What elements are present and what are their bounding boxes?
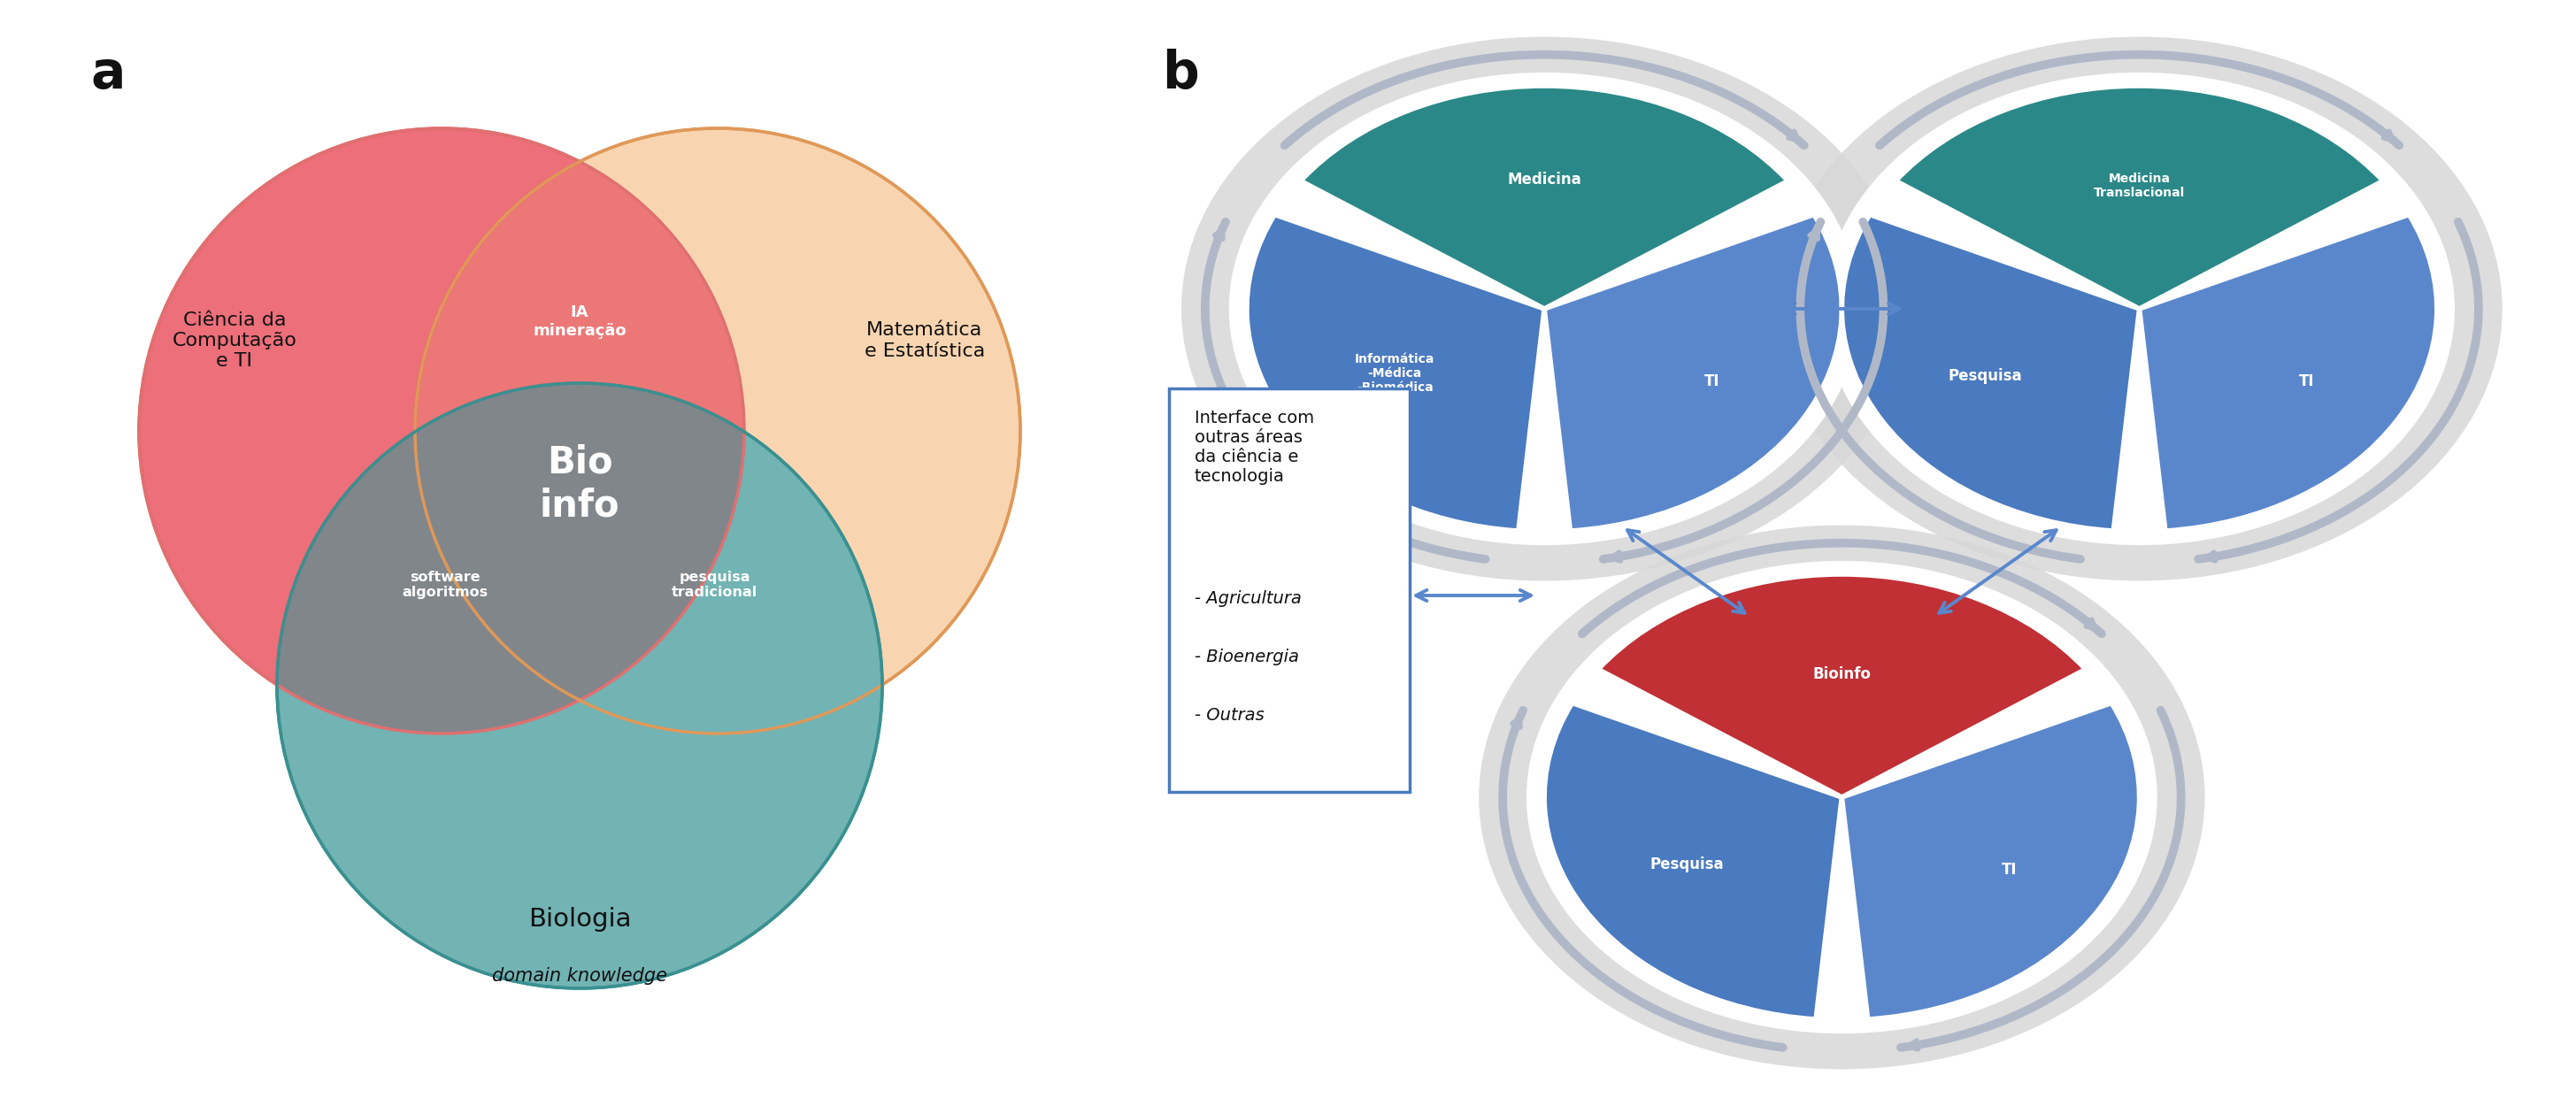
- Wedge shape: [1301, 86, 1788, 309]
- Wedge shape: [2141, 215, 2437, 531]
- Text: TI: TI: [2002, 862, 2017, 878]
- Circle shape: [139, 128, 744, 733]
- Text: Medicina
Translacional: Medicina Translacional: [2094, 173, 2184, 199]
- Wedge shape: [1896, 86, 2383, 309]
- Text: TI: TI: [2300, 374, 2316, 389]
- Circle shape: [1824, 73, 2455, 545]
- Circle shape: [415, 128, 1020, 733]
- Text: pesquisa
tradicional: pesquisa tradicional: [672, 571, 757, 599]
- Text: b: b: [1162, 49, 1198, 100]
- Text: Interface com
outras áreas
da ciência e
tecnologia: Interface com outras áreas da ciência e …: [1195, 409, 1314, 484]
- Text: Pesquisa: Pesquisa: [1947, 367, 2022, 384]
- Circle shape: [1528, 561, 2156, 1033]
- Wedge shape: [1247, 215, 1543, 531]
- Circle shape: [278, 383, 881, 989]
- Text: - Bioenergia: - Bioenergia: [1195, 648, 1298, 666]
- Text: Medicina: Medicina: [1507, 171, 1582, 187]
- FancyBboxPatch shape: [1170, 388, 1409, 792]
- Text: - Outras: - Outras: [1195, 707, 1265, 723]
- Wedge shape: [1597, 574, 2087, 797]
- Text: - Agricultura: - Agricultura: [1195, 591, 1301, 607]
- Circle shape: [278, 383, 881, 989]
- Wedge shape: [1842, 215, 2141, 531]
- Text: Bioinfo: Bioinfo: [1814, 667, 1870, 682]
- Circle shape: [139, 128, 744, 733]
- Wedge shape: [1543, 215, 1842, 531]
- Circle shape: [1479, 525, 2205, 1070]
- Wedge shape: [1546, 703, 1842, 1020]
- Circle shape: [1182, 36, 1906, 581]
- Text: TI: TI: [1705, 374, 1721, 389]
- Circle shape: [1229, 73, 1860, 545]
- Text: Ciência da
Computação
e TI: Ciência da Computação e TI: [173, 311, 296, 371]
- Text: domain knowledge: domain knowledge: [492, 967, 667, 984]
- Text: software
algoritmos: software algoritmos: [402, 571, 487, 599]
- Wedge shape: [1842, 703, 2138, 1020]
- Text: Informática
-Médica
-Biomédica: Informática -Médica -Biomédica: [1355, 353, 1435, 394]
- Text: IA
mineração: IA mineração: [533, 304, 626, 338]
- Text: Bio
info: Bio info: [538, 444, 621, 524]
- Text: Matemática
e Estatística: Matemática e Estatística: [866, 322, 984, 359]
- Circle shape: [1777, 36, 2501, 581]
- Text: a: a: [90, 49, 126, 100]
- Text: Biologia: Biologia: [528, 907, 631, 931]
- Text: Pesquisa: Pesquisa: [1651, 856, 1723, 872]
